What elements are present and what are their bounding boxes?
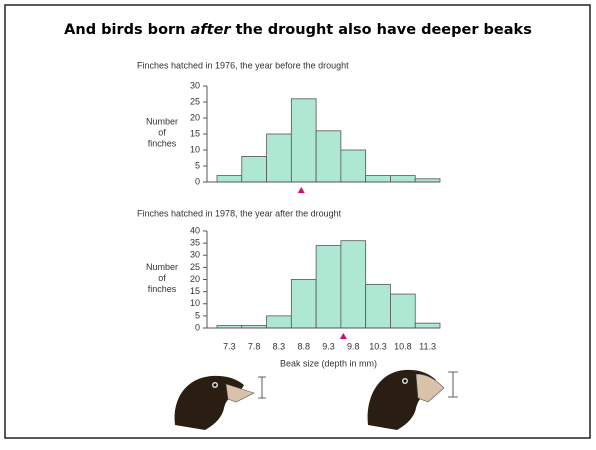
- y-tick-label: 5: [195, 310, 200, 320]
- x-tick-label: 7.8: [248, 341, 261, 351]
- histogram-bar: [242, 156, 267, 182]
- histogram-bar: [366, 176, 391, 182]
- histogram-bar: [291, 280, 316, 329]
- y-tick-label: 0: [195, 322, 200, 332]
- y-tick-label: 25: [190, 96, 200, 106]
- histogram-bar: [316, 246, 341, 328]
- histogram-bar: [341, 150, 366, 182]
- x-axis-label: Beak size (depth in mm): [280, 358, 377, 368]
- histogram-bar: [217, 176, 242, 182]
- x-tick-label: 9.8: [347, 341, 360, 351]
- y-axis-label: of: [158, 127, 166, 137]
- chart-title: Finches hatched in 1978, the year after …: [137, 208, 342, 218]
- y-tick-label: 10: [190, 144, 200, 154]
- histogram-bar: [316, 131, 341, 182]
- y-axis-label: finches: [148, 138, 177, 148]
- x-tick-label: 8.3: [273, 341, 286, 351]
- title-part: And birds born: [64, 22, 190, 38]
- y-axis-label: Number: [146, 116, 178, 126]
- histogram-bar: [390, 176, 415, 182]
- histogram-bar: [267, 316, 292, 328]
- y-tick-label: 15: [190, 128, 200, 138]
- x-tick-label: 11.3: [419, 341, 436, 351]
- y-tick-label: 40: [190, 225, 200, 235]
- slide: And birds born after the drought also ha…: [0, 0, 596, 445]
- histogram-bar: [267, 134, 292, 182]
- x-tick-label: 7.3: [223, 341, 236, 351]
- slide-title: And birds born after the drought also ha…: [64, 22, 532, 38]
- y-tick-label: 35: [190, 238, 200, 248]
- histogram-bar: [366, 284, 391, 328]
- x-tick-label: 10.8: [394, 341, 412, 351]
- page: And birds born after the drought also ha…: [0, 0, 596, 450]
- histogram-bar: [341, 241, 366, 328]
- x-tick-label: 9.3: [322, 341, 335, 351]
- y-tick-label: 0: [195, 176, 200, 186]
- y-tick-label: 30: [190, 80, 200, 90]
- x-tick-label: 10.3: [369, 341, 387, 351]
- y-tick-label: 5: [195, 160, 200, 170]
- title-part: the drought also have deeper beaks: [231, 22, 532, 38]
- title-part: after: [191, 22, 232, 38]
- y-tick-label: 25: [190, 262, 200, 272]
- y-tick-label: 10: [190, 298, 200, 308]
- y-tick-label: 30: [190, 250, 200, 260]
- y-tick-label: 15: [190, 286, 200, 296]
- histogram-bar: [291, 99, 316, 182]
- y-tick-label: 20: [190, 112, 200, 122]
- y-axis-label: finches: [148, 284, 177, 294]
- y-axis-label: Number: [146, 262, 178, 272]
- y-tick-label: 20: [190, 274, 200, 284]
- y-axis-label: of: [158, 273, 166, 283]
- chart-title: Finches hatched in 1976, the year before…: [137, 60, 349, 70]
- histogram-bar: [415, 323, 440, 328]
- x-tick-label: 8.8: [297, 341, 310, 351]
- histogram-bar: [390, 294, 415, 328]
